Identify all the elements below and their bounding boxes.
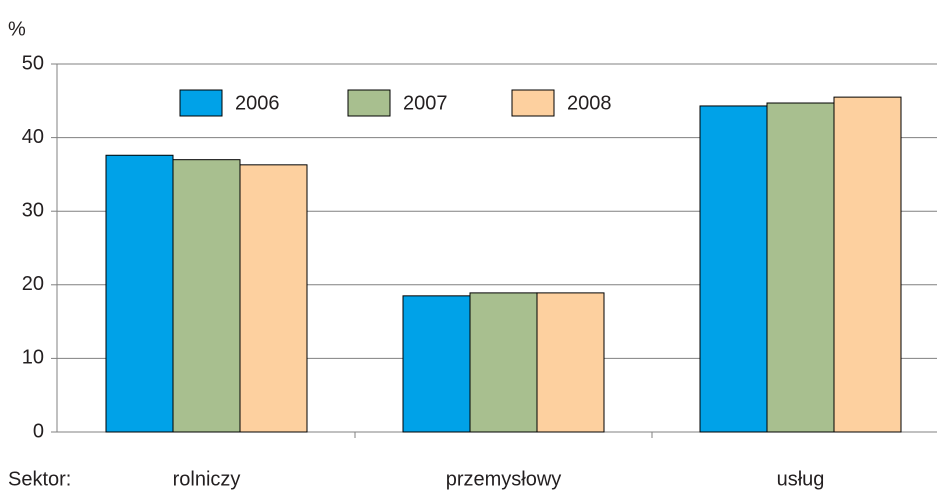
x-tick-label: usług [777,468,825,490]
bar [699,105,768,433]
bar [766,102,835,433]
y-tick-label: 30 [22,199,44,221]
y-tick-label: 50 [22,52,44,74]
x-tick-label: rolniczy [173,468,241,490]
y-axis-label: % [8,18,26,40]
x-axis-label: Sektor: [8,468,71,490]
y-tick-label: 0 [33,420,44,442]
bar [536,292,605,433]
legend-swatch [179,89,223,117]
legend-label: 2006 [235,92,280,114]
bar [239,164,308,433]
y-tick-label: 20 [22,273,44,295]
bar [469,292,538,433]
legend-swatch [511,89,555,117]
legend-swatch [347,89,391,117]
bar [402,295,471,433]
bar [833,96,902,433]
y-tick-label: 40 [22,126,44,148]
bar [172,159,241,433]
legend-label: 2008 [567,92,612,114]
y-tick-label: 10 [22,347,44,369]
bar [105,154,174,433]
x-tick-label: przemysłowy [446,468,562,490]
legend-label: 2007 [403,92,448,114]
